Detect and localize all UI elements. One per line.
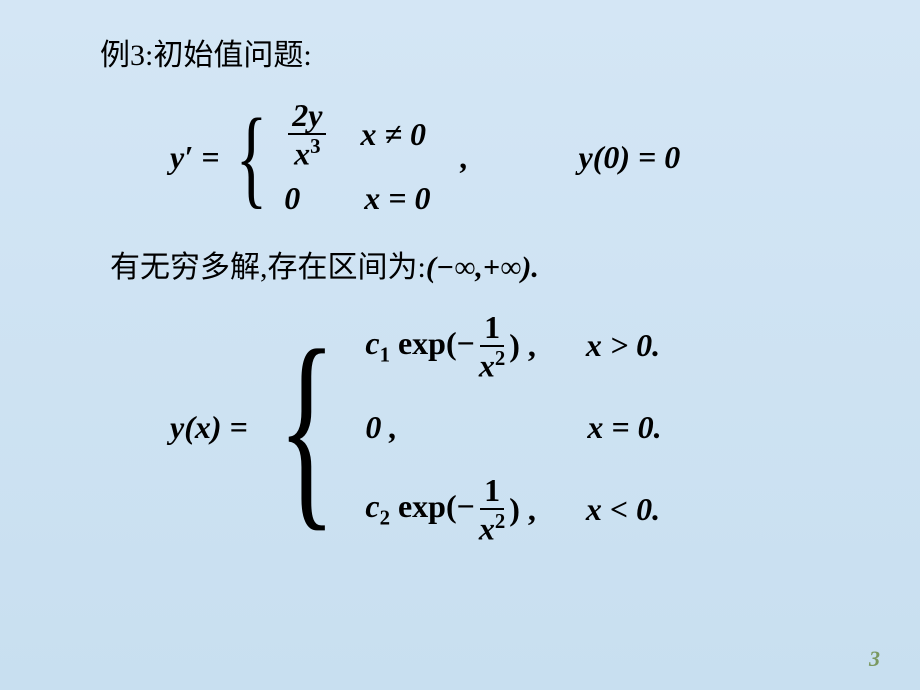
- eq2-c2: c: [365, 488, 379, 524]
- eq2-c1: c: [365, 325, 379, 361]
- eq1-comma: ,: [460, 139, 468, 176]
- eq2-f1-den-exp: 2: [495, 347, 505, 370]
- eq2-f2-num: 1: [480, 474, 504, 510]
- eq2-line2: 0 ,: [365, 409, 587, 446]
- text2a: 有无穷多解,存在区间为:: [110, 251, 426, 284]
- equation-1: y′ = { 2y x3 x ≠ 0 0 x = 0 , y(0) = 0: [170, 99, 860, 217]
- equation-2: y(x) = { c1 exp(− 1 x2 ) , x > 0. 0 , x …: [170, 311, 860, 545]
- eq1-case1-den-base: x: [294, 136, 310, 172]
- eq2-c2-sub: 2: [380, 507, 390, 530]
- brace-1: {: [236, 108, 268, 207]
- eq1-case2-val: 0: [284, 180, 334, 217]
- eq2-close2: ) ,: [509, 491, 536, 528]
- eq2-f2-den-base: x: [479, 511, 495, 547]
- example-heading: 例3:初始值问题:: [100, 30, 860, 74]
- eq2-close1: ) ,: [509, 327, 536, 364]
- eq1-ic: y(0) = 0: [578, 139, 680, 176]
- eq2-cond1: x > 0.: [586, 327, 660, 364]
- eq1-case1-cond: x ≠ 0: [360, 116, 426, 153]
- text-line-2: 有无穷多解,存在区间为:(−∞,+∞).: [110, 242, 860, 286]
- eq2-f1-num: 1: [480, 311, 504, 347]
- text2b: (−∞,+∞).: [426, 251, 539, 284]
- eq1-case1-den-exp: 3: [310, 135, 320, 158]
- page-number: 3: [869, 646, 880, 672]
- eq2-exp1: exp(−: [390, 325, 475, 361]
- eq2-f2-den-exp: 2: [495, 510, 505, 533]
- eq2-lhs: y(x) =: [170, 409, 248, 446]
- eq1-case1-num: 2y: [288, 99, 326, 135]
- eq2-exp2: exp(−: [390, 488, 475, 524]
- eq1-lhs: y′ =: [170, 139, 219, 176]
- eq1-case2-cond: x = 0: [364, 180, 430, 217]
- eq2-f1-den-base: x: [479, 347, 495, 383]
- brace-2: {: [278, 334, 336, 521]
- eq2-c1-sub: 1: [380, 343, 390, 366]
- eq2-cond2: x = 0.: [587, 409, 661, 446]
- eq2-cond3: x < 0.: [586, 491, 660, 528]
